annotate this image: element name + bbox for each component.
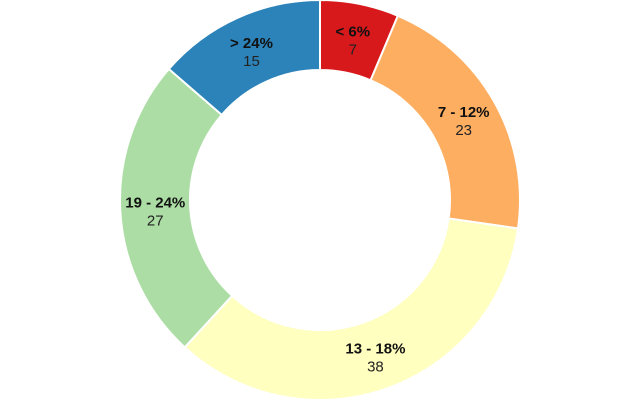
slice-value-label: 38 [367,358,384,375]
slices-layer [119,0,521,400]
slice-category-label: 7 - 12% [438,104,490,121]
slice-category-label: 13 - 18% [345,340,405,357]
donut-slice [369,14,521,230]
slice-category-label: > 24% [230,35,273,52]
slice-category-label: < 6% [335,23,370,40]
slice-value-label: 7 [349,41,357,58]
donut-slice [167,0,321,117]
donut-slice [183,217,520,400]
slice-value-label: 27 [147,212,164,229]
slice-category-label: 19 - 24% [125,194,185,211]
labels-layer: < 6%7 7 - 12%23 13 - 18%38 19 - 24%27 > 24%1… [125,23,489,375]
slice-value-label: 15 [243,53,260,70]
slice-value-label: 23 [455,122,472,139]
donut-slice [119,67,234,349]
